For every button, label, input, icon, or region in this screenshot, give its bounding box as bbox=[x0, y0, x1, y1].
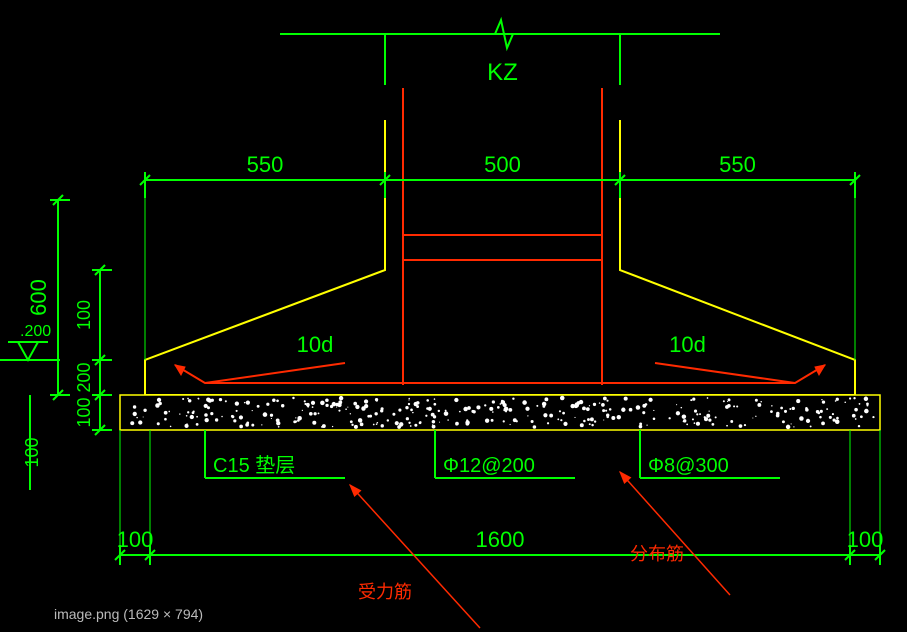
svg-text:600: 600 bbox=[26, 279, 51, 316]
svg-text:受力筋: 受力筋 bbox=[358, 582, 412, 602]
svg-text:100: 100 bbox=[74, 397, 94, 427]
svg-text:200: 200 bbox=[74, 362, 94, 392]
svg-text:分布筋: 分布筋 bbox=[630, 544, 684, 564]
svg-text:Φ8@300: Φ8@300 bbox=[648, 455, 729, 477]
svg-text:100: 100 bbox=[117, 527, 154, 552]
svg-text:.200: .200 bbox=[20, 323, 51, 340]
svg-text:10d: 10d bbox=[669, 332, 706, 357]
svg-text:10d: 10d bbox=[297, 332, 334, 357]
svg-text:550: 550 bbox=[719, 152, 756, 177]
svg-text:1600: 1600 bbox=[476, 527, 525, 552]
svg-text:500: 500 bbox=[484, 152, 521, 177]
svg-text:KZ: KZ bbox=[487, 59, 518, 86]
svg-text:100: 100 bbox=[847, 527, 884, 552]
cad-drawing: KZ 10d 10d 550 500 550 600 100 200 100 100 .200 C15 … bbox=[0, 0, 907, 632]
svg-text:100: 100 bbox=[22, 437, 42, 467]
caption: image.png (1629 × 794) bbox=[54, 606, 203, 622]
svg-text:C15 垫层: C15 垫层 bbox=[213, 454, 295, 477]
svg-text:Φ12@200: Φ12@200 bbox=[443, 455, 535, 477]
svg-text:550: 550 bbox=[247, 152, 284, 177]
svg-text:100: 100 bbox=[74, 300, 94, 330]
